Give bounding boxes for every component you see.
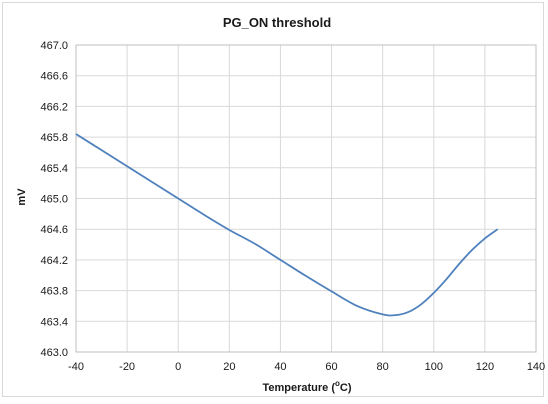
x-axis-label-end: C) — [340, 382, 352, 394]
y-tick-label: 467.0 — [40, 40, 68, 52]
y-tick-label: 463.4 — [40, 316, 68, 328]
x-tick-label: 100 — [425, 361, 443, 373]
x-tick-label: 140 — [527, 361, 545, 373]
x-tick-label: 80 — [377, 361, 389, 373]
y-tick-label: 464.6 — [40, 224, 68, 236]
y-tick-label: 463.8 — [40, 286, 68, 298]
chart-title: PG_ON threshold — [223, 15, 331, 30]
y-tick-label: 464.2 — [40, 255, 68, 267]
y-tick-label: 466.6 — [40, 71, 68, 83]
x-tick-label: 20 — [223, 361, 235, 373]
plot-area-border — [75, 44, 537, 353]
y-tick-label: 463.0 — [40, 347, 68, 359]
axis-layer: 467.0 466.6 466.2 465.8 465.4 465.0 464.6 464.2… — [40, 40, 545, 373]
x-tick-label: -20 — [119, 361, 135, 373]
x-tick-label: 40 — [274, 361, 286, 373]
x-tick-label: -40 — [68, 361, 84, 373]
y-axis-label: mV — [16, 188, 28, 206]
x-axis-label-superscript: o — [335, 379, 340, 388]
x-tick-label: 120 — [476, 361, 494, 373]
x-tick-label: 60 — [325, 361, 337, 373]
grid-layer — [75, 44, 537, 353]
line-chart: 467.0 466.6 466.2 465.8 465.4 465.0 464.6 464.2… — [16, 15, 545, 394]
x-axis-label-main: Temperature ( — [262, 382, 335, 394]
x-axis-label: Temperature (oC) — [262, 379, 351, 394]
x-tick-label: 0 — [175, 361, 181, 373]
y-tick-label: 466.2 — [40, 101, 68, 113]
series-line-0 — [75, 133, 499, 317]
chart-frame: 467.0 466.6 466.2 465.8 465.4 465.0 464.6 464.2… — [2, 2, 545, 397]
y-tick-label: 465.0 — [40, 194, 68, 206]
series-layer — [75, 133, 499, 317]
y-tick-label: 465.4 — [40, 163, 68, 175]
y-tick-label: 465.8 — [40, 132, 68, 144]
